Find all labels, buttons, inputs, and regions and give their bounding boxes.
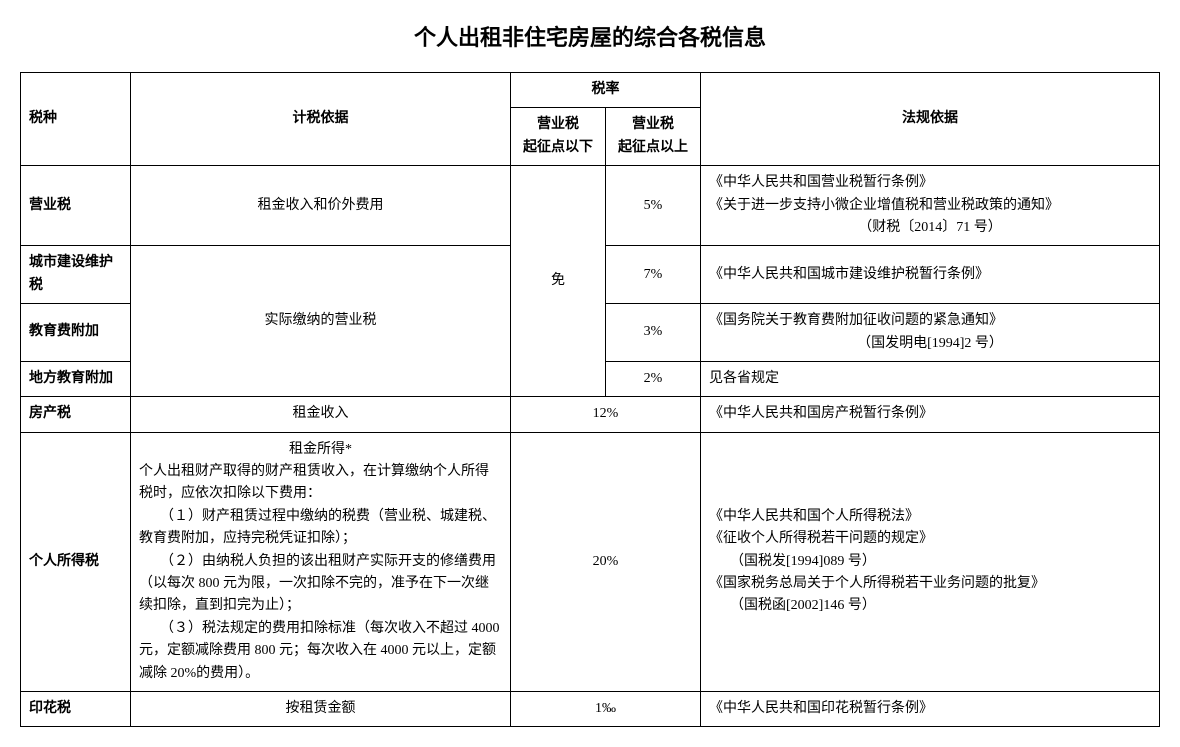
table-row: 印花税 按租赁金额 1‰ 《中华人民共和国印花税暂行条例》 bbox=[21, 691, 1160, 726]
cell-taxtype: 房产税 bbox=[21, 397, 131, 432]
law-line: 《中华人民共和国营业税暂行条例》 bbox=[709, 172, 1151, 194]
header-rate-above: 营业税 起征点以上 bbox=[606, 108, 701, 166]
law-line: （财税〔2014〕71 号） bbox=[709, 217, 1151, 239]
basis-line: （３）税法规定的费用扣除标准（每次收入不超过 4000元，定额减除费用 800 … bbox=[139, 618, 502, 685]
law-line: （国发明电[1994]2 号） bbox=[709, 333, 1151, 355]
header-taxtype: 税种 bbox=[21, 73, 131, 166]
law-line: 《关于进一步支持小微企业增值税和营业税政策的通知》 bbox=[709, 195, 1151, 217]
cell-law: 《中华人民共和国城市建设维护税暂行条例》 bbox=[701, 246, 1160, 304]
cell-rate: 12% bbox=[511, 397, 701, 432]
header-law: 法规依据 bbox=[701, 73, 1160, 166]
table-row: 个人所得税 租金所得* 个人出租财产取得的财产租赁收入，在计算缴纳个人所得税时，… bbox=[21, 432, 1160, 691]
cell-rate: 20% bbox=[511, 432, 701, 691]
cell-law: 《中华人民共和国印花税暂行条例》 bbox=[701, 691, 1160, 726]
basis-line: （１）财产租赁过程中缴纳的税费（营业税、城建税、教育费附加，应持完税凭证扣除）； bbox=[139, 506, 502, 551]
cell-law: 见各省规定 bbox=[701, 361, 1160, 396]
basis-line: 租金所得* bbox=[139, 439, 502, 461]
law-line: （国税函[2002]146 号） bbox=[709, 595, 1151, 617]
cell-rate-above: 3% bbox=[606, 304, 701, 362]
basis-line: （２）由纳税人负担的该出租财产实际开支的修缮费用（以每次 800 元为限，一次扣… bbox=[139, 551, 502, 618]
cell-taxtype: 个人所得税 bbox=[21, 432, 131, 691]
header-rate: 税率 bbox=[511, 73, 701, 108]
cell-law: 《中华人民共和国营业税暂行条例》 《关于进一步支持小微企业增值税和营业税政策的通… bbox=[701, 166, 1160, 246]
table-row: 房产税 租金收入 12% 《中华人民共和国房产税暂行条例》 bbox=[21, 397, 1160, 432]
cell-law: 《中华人民共和国个人所得税法》 《征收个人所得税若干问题的规定》 （国税发[19… bbox=[701, 432, 1160, 691]
cell-rate-above: 5% bbox=[606, 166, 701, 246]
cell-rate-above: 2% bbox=[606, 361, 701, 396]
cell-basis: 租金所得* 个人出租财产取得的财产租赁收入，在计算缴纳个人所得税时，应依次扣除以… bbox=[131, 432, 511, 691]
cell-rate-below: 免 bbox=[511, 166, 606, 397]
law-line: 《国家税务总局关于个人所得税若干业务问题的批复》 bbox=[709, 573, 1151, 595]
law-line: （国税发[1994]089 号） bbox=[709, 551, 1151, 573]
law-line: 《国务院关于教育费附加征收问题的紧急通知》 bbox=[709, 310, 1151, 332]
law-line: 《中华人民共和国个人所得税法》 bbox=[709, 506, 1151, 528]
basis-line: 个人出租财产取得的财产租赁收入，在计算缴纳个人所得税时，应依次扣除以下费用： bbox=[139, 461, 502, 506]
header-basis: 计税依据 bbox=[131, 73, 511, 166]
cell-rate-above: 7% bbox=[606, 246, 701, 304]
cell-basis: 租金收入和价外费用 bbox=[131, 166, 511, 246]
cell-law: 《中华人民共和国房产税暂行条例》 bbox=[701, 397, 1160, 432]
cell-taxtype: 营业税 bbox=[21, 166, 131, 246]
cell-taxtype: 地方教育附加 bbox=[21, 361, 131, 396]
cell-basis: 租金收入 bbox=[131, 397, 511, 432]
table-row: 营业税 租金收入和价外费用 免 5% 《中华人民共和国营业税暂行条例》 《关于进… bbox=[21, 166, 1160, 246]
tax-table: 税种 计税依据 税率 法规依据 营业税 起征点以下 营业税 起征点以上 营业税 … bbox=[20, 72, 1160, 727]
cell-basis: 按租赁金额 bbox=[131, 691, 511, 726]
law-line: 《征收个人所得税若干问题的规定》 bbox=[709, 528, 1151, 550]
page-title: 个人出租非住宅房屋的综合各税信息 bbox=[20, 20, 1160, 52]
cell-rate: 1‰ bbox=[511, 691, 701, 726]
cell-law: 《国务院关于教育费附加征收问题的紧急通知》 （国发明电[1994]2 号） bbox=[701, 304, 1160, 362]
cell-taxtype: 印花税 bbox=[21, 691, 131, 726]
cell-taxtype: 城市建设维护税 bbox=[21, 246, 131, 304]
cell-basis: 实际缴纳的营业税 bbox=[131, 246, 511, 397]
header-rate-below: 营业税 起征点以下 bbox=[511, 108, 606, 166]
cell-taxtype: 教育费附加 bbox=[21, 304, 131, 362]
